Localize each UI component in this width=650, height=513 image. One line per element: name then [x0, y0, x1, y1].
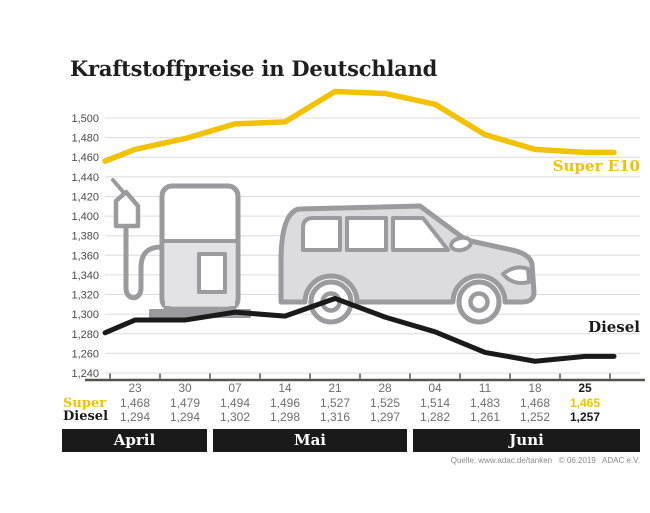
- page-title: Kraftstoffpreise in Deutschland: [70, 56, 438, 81]
- super-row-label: Super: [63, 396, 107, 411]
- y-axis-tick-label: 1,340: [71, 270, 99, 282]
- diesel-price-cell: 1,297: [369, 410, 401, 424]
- month-band-mai: Mai: [213, 429, 407, 452]
- date-cell: 21: [328, 381, 342, 395]
- date-cell: 28: [378, 381, 392, 395]
- date-cell: 18: [528, 381, 542, 395]
- diesel-price-cell: 1,282: [419, 410, 451, 424]
- source-credit: Quelle: www.adac.de/tanken © 06.2019 ADA…: [450, 456, 640, 465]
- super-price-cell: 1,494: [219, 396, 251, 410]
- series-label-diesel: Diesel: [588, 318, 640, 336]
- date-cell: 30: [178, 381, 192, 395]
- y-axis-tick-label: 1,360: [71, 250, 99, 262]
- month-band-juni: Juni: [413, 429, 640, 452]
- price-lines: [102, 88, 617, 364]
- super-e10-line: [102, 88, 617, 164]
- date-cell: 14: [278, 381, 292, 395]
- y-axis-tick-label: 1,480: [71, 133, 99, 145]
- super-price-cell: 1,479: [169, 396, 201, 410]
- date-cell: 11: [478, 381, 492, 395]
- y-axis-tick-label: 1,400: [71, 211, 99, 223]
- super-price-cell: 1,483: [469, 396, 501, 410]
- series-label-super-e10: Super E10: [552, 157, 640, 175]
- super-price-cell: 1,465: [569, 396, 601, 410]
- diesel-row-label: Diesel: [63, 409, 109, 424]
- x-axis: [85, 373, 645, 382]
- y-axis-tick-label: 1,380: [71, 231, 99, 243]
- diesel-values-row: 1,294 1,294 1,302 1,298 1,316 1,297 1,282 1,261…: [0, 410, 650, 424]
- super-price-cell: 1,527: [319, 396, 351, 410]
- y-axis-tick-label: 1,260: [71, 348, 99, 360]
- date-cell: 07: [228, 381, 242, 395]
- diesel-price-cell: 1,257: [569, 410, 601, 424]
- diesel-line: [102, 295, 617, 364]
- y-axis-tick-label: 1,320: [71, 290, 99, 302]
- super-price-cell: 1,496: [269, 396, 301, 410]
- y-axis-tick-label: 1,460: [71, 152, 99, 164]
- diesel-price-cell: 1,294: [169, 410, 201, 424]
- diesel-price-cell: 1,316: [319, 410, 351, 424]
- y-axis-tick-label: 1,440: [71, 172, 99, 184]
- date-cell: 23: [128, 381, 142, 395]
- diesel-price-cell: 1,294: [119, 410, 151, 424]
- date-cell: 04: [428, 381, 442, 395]
- y-axis-tick-label: 1,500: [71, 113, 99, 125]
- y-axis-tick-label: 1,420: [71, 191, 99, 203]
- y-axis-tick-label: 1,240: [71, 368, 99, 380]
- month-band-april: April: [62, 429, 207, 452]
- month-bands: April Mai Juni: [0, 429, 650, 452]
- fuel-pump-icon: [111, 178, 251, 318]
- y-axis-tick-label: 1,300: [71, 309, 99, 321]
- car-icon: [278, 203, 537, 325]
- super-price-cell: 1,468: [119, 396, 151, 410]
- y-axis-tick-label: 1,280: [71, 329, 99, 341]
- diesel-price-cell: 1,298: [269, 410, 301, 424]
- date-cell: 25: [578, 381, 592, 395]
- super-values-row: 1,468 1,479 1,494 1,496 1,527 1,525 1,514 1,483…: [0, 396, 650, 410]
- diesel-price-cell: 1,252: [519, 410, 551, 424]
- date-row: 23 30 07 14 21 28 04 11 18 25: [0, 382, 650, 395]
- diesel-price-cell: 1,302: [219, 410, 251, 424]
- super-price-cell: 1,514: [419, 396, 451, 410]
- super-price-cell: 1,468: [519, 396, 551, 410]
- diesel-price-cell: 1,261: [469, 410, 501, 424]
- super-price-cell: 1,525: [369, 396, 401, 410]
